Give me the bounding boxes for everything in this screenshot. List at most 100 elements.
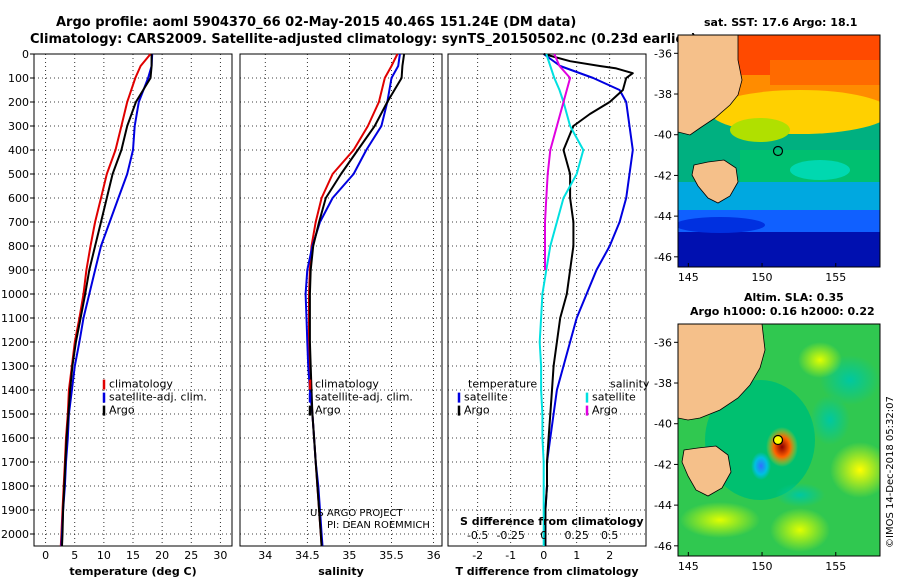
- secondary-x-tick-label: 0.5: [601, 529, 619, 542]
- map-lat-label: -44: [654, 499, 672, 512]
- figure-title-line1: Argo profile: aoml 5904370_66 02-May-201…: [56, 15, 576, 30]
- map-lon-label: 145: [678, 271, 699, 284]
- depth-tick-label: 100: [8, 72, 29, 85]
- map-lat-label: -36: [654, 336, 672, 349]
- map-lon-label: 150: [752, 271, 773, 284]
- legend-title-temperature: temperature: [468, 378, 537, 391]
- legend-label: climatology: [109, 378, 173, 391]
- depth-tick-label: 1700: [1, 456, 29, 469]
- x-tick-label: 10: [97, 549, 111, 562]
- map-lat-label: -40: [654, 129, 672, 142]
- salinity-panel-frame: [239, 53, 443, 547]
- map-lat-label: -40: [654, 418, 672, 431]
- secondary-x-axis-label: S difference from climatology: [460, 515, 644, 528]
- x-tick-label: -1: [505, 549, 516, 562]
- depth-tick-label: 800: [8, 240, 29, 253]
- x-tick-label: 25: [184, 549, 198, 562]
- legend-label: climatology: [315, 378, 379, 391]
- depth-tick-label: 1800: [1, 480, 29, 493]
- map-lat-label: -36: [654, 47, 672, 60]
- depth-tick-label: 300: [8, 120, 29, 133]
- legend-label: satellite: [592, 391, 636, 404]
- series-line: [60, 53, 154, 547]
- credit-project: US ARGO PROJECT: [310, 508, 404, 519]
- depth-tick-label: 1500: [1, 408, 29, 421]
- series-line: [543, 53, 634, 546]
- x-tick-label: 0: [540, 549, 547, 562]
- x-axis-label: salinity: [318, 565, 364, 578]
- x-tick-label: 34: [258, 549, 272, 562]
- sst-map-title: sat. SST: 17.6 Argo: 18.1: [704, 16, 857, 29]
- map-lon-label: 145: [678, 560, 699, 573]
- secondary-x-tick-label: 0.25: [564, 529, 589, 542]
- legend-label: satellite-adj. clim.: [315, 391, 413, 404]
- map-lat-label: -42: [654, 458, 672, 471]
- axis-labels: 0100200300400500600700800900100011001200…: [1, 48, 650, 578]
- series-line: [308, 53, 399, 547]
- map-lon-label: 155: [825, 271, 846, 284]
- legend-label: Argo: [315, 404, 341, 417]
- x-axis-label: temperature (deg C): [69, 565, 196, 578]
- secondary-x-tick-label: -0.5: [467, 529, 488, 542]
- sla-map-title-line2: Argo h1000: 0.16 h2000: 0.22: [690, 305, 875, 318]
- sst-map: [677, 34, 881, 268]
- x-tick-label: 5: [71, 549, 78, 562]
- depth-tick-label: 1000: [1, 288, 29, 301]
- map-lat-label: -46: [654, 251, 672, 264]
- depth-tick-label: 900: [8, 264, 29, 277]
- profile-lines: [59, 53, 634, 547]
- depth-tick-label: 2000: [1, 528, 29, 541]
- map-lat-label: -38: [654, 377, 672, 390]
- map-lat-label: -38: [654, 88, 672, 101]
- map-lat-label: -44: [654, 210, 672, 223]
- map-lon-label: 150: [752, 560, 773, 573]
- x-tick-label: 15: [126, 549, 140, 562]
- secondary-x-tick-label: -0.25: [496, 529, 524, 542]
- float-position-marker-sst: [772, 145, 784, 157]
- x-tick-label: 36: [427, 549, 441, 562]
- depth-tick-label: 500: [8, 168, 29, 181]
- imos-timestamp: ©IMOS 14-Dec-2018 05:32:07: [885, 396, 896, 548]
- secondary-x-tick-label: 0: [540, 529, 547, 542]
- map-lon-label: 155: [825, 560, 846, 573]
- depth-tick-label: 1400: [1, 384, 29, 397]
- legend-label: Argo: [464, 404, 490, 417]
- series-line: [308, 53, 406, 547]
- series-line: [61, 54, 153, 547]
- map-lat-label: -42: [654, 169, 672, 182]
- figure-title-line2: Climatology: CARS2009. Satellite-adjuste…: [30, 32, 697, 47]
- series-line: [59, 53, 152, 547]
- map-lat-label: -46: [654, 540, 672, 553]
- legend-label: Argo: [109, 404, 135, 417]
- x-tick-label: 2: [606, 549, 613, 562]
- float-position-marker-sla: [772, 434, 784, 446]
- x-tick-label: 35: [342, 549, 356, 562]
- x-tick-label: 20: [155, 549, 169, 562]
- depth-tick-label: 1200: [1, 336, 29, 349]
- series-line: [544, 53, 572, 270]
- x-tick-label: 0: [42, 549, 49, 562]
- depth-tick-label: 400: [8, 144, 29, 157]
- legend-label: Argo: [592, 404, 618, 417]
- x-axis-label: T difference from climatology: [455, 565, 638, 578]
- sla-map: [677, 323, 881, 557]
- depth-tick-label: 200: [8, 96, 29, 109]
- legend-title-salinity: salinity: [610, 378, 650, 391]
- x-tick-label: 1: [573, 549, 580, 562]
- depth-tick-label: 600: [8, 192, 29, 205]
- depth-tick-label: 1900: [1, 504, 29, 517]
- depth-tick-label: 1600: [1, 432, 29, 445]
- legend-label: satellite: [464, 391, 508, 404]
- map-ticks: 145 150 155 -36 -38 -40 -42 -44 -46 145 150 155 -36 -…: [654, 47, 846, 573]
- series-line: [304, 53, 401, 547]
- series-line: [538, 53, 585, 546]
- x-tick-label: 30: [213, 549, 227, 562]
- credit-pi: PI: DEAN ROEMMICH: [327, 520, 430, 531]
- depth-tick-label: 1100: [1, 312, 29, 325]
- depth-tick-label: 0: [22, 48, 29, 61]
- depth-tick-label: 700: [8, 216, 29, 229]
- sla-map-title-line1: Altim. SLA: 0.35: [744, 291, 844, 304]
- x-tick-label: -2: [472, 549, 483, 562]
- legend-label: satellite-adj. clim.: [109, 391, 207, 404]
